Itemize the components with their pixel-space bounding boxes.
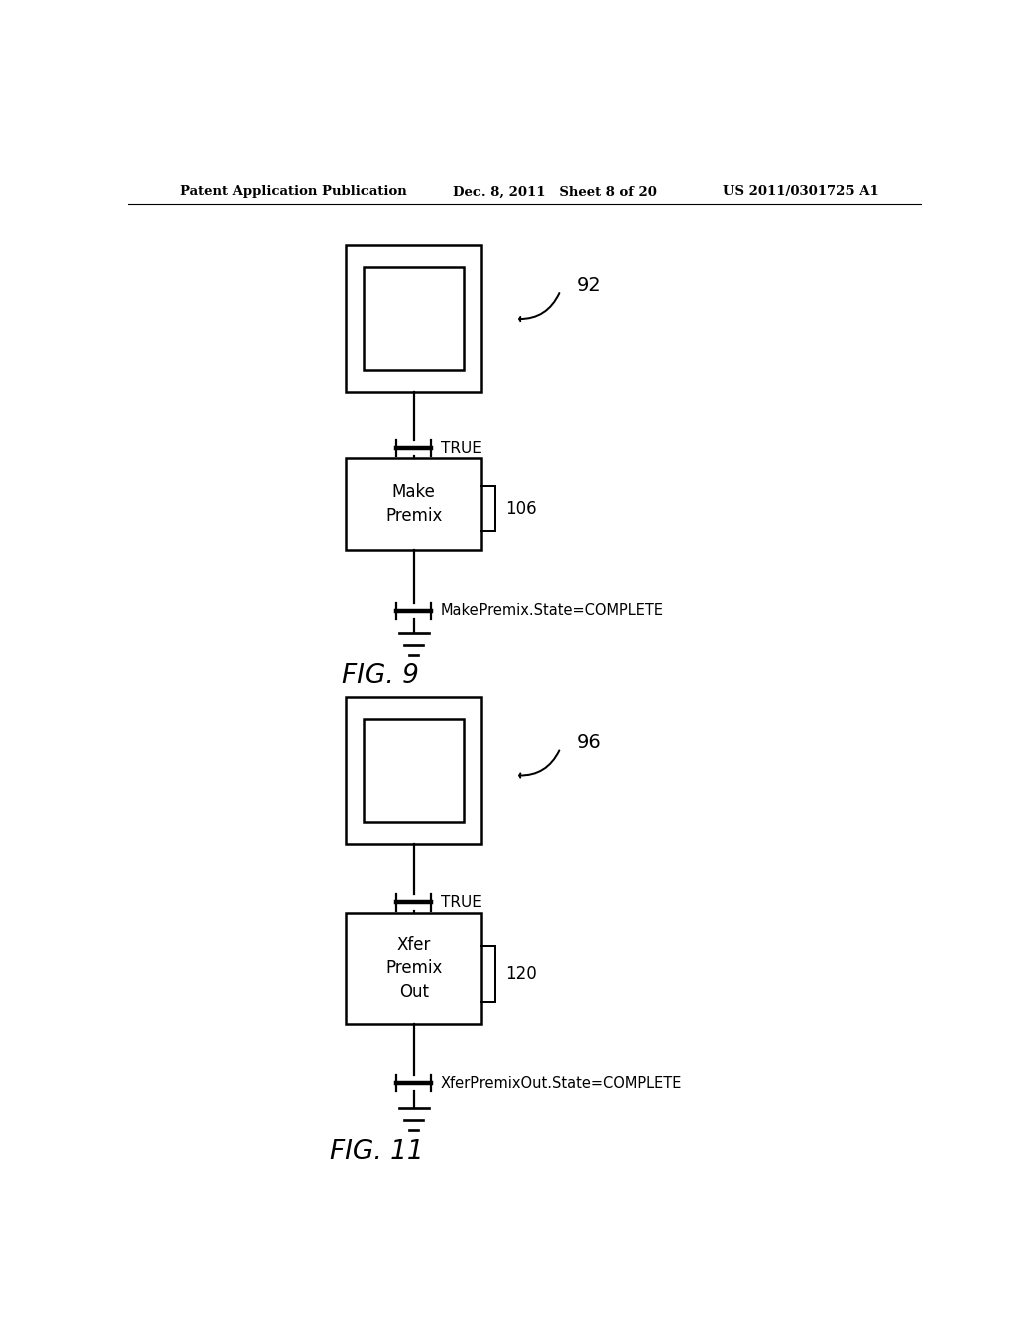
Text: 96: 96 <box>577 734 601 752</box>
Bar <box>346 912 481 1024</box>
Text: XferPremixOut.State=COMPLETE: XferPremixOut.State=COMPLETE <box>440 1076 682 1090</box>
Text: 106: 106 <box>505 499 537 517</box>
Bar <box>346 697 481 845</box>
Text: Xfer
Premix
Out: Xfer Premix Out <box>385 936 442 1001</box>
Bar <box>364 719 464 822</box>
Text: 92: 92 <box>577 276 601 294</box>
Bar <box>346 244 481 392</box>
Text: US 2011/0301725 A1: US 2011/0301725 A1 <box>723 185 879 198</box>
Bar <box>346 458 481 549</box>
Text: MakePremix.State=COMPLETE: MakePremix.State=COMPLETE <box>440 603 664 618</box>
Text: FIG. 9: FIG. 9 <box>342 663 419 689</box>
Text: Make
Premix: Make Premix <box>385 483 442 525</box>
Text: FIG. 11: FIG. 11 <box>331 1139 424 1164</box>
Text: 120: 120 <box>505 965 537 983</box>
Text: Dec. 8, 2011   Sheet 8 of 20: Dec. 8, 2011 Sheet 8 of 20 <box>454 185 657 198</box>
Bar <box>364 267 464 370</box>
Text: TRUE: TRUE <box>440 441 481 455</box>
Text: TRUE: TRUE <box>440 895 481 909</box>
Text: Patent Application Publication: Patent Application Publication <box>179 185 407 198</box>
